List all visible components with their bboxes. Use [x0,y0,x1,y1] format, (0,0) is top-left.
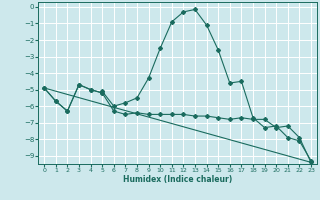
X-axis label: Humidex (Indice chaleur): Humidex (Indice chaleur) [123,175,232,184]
